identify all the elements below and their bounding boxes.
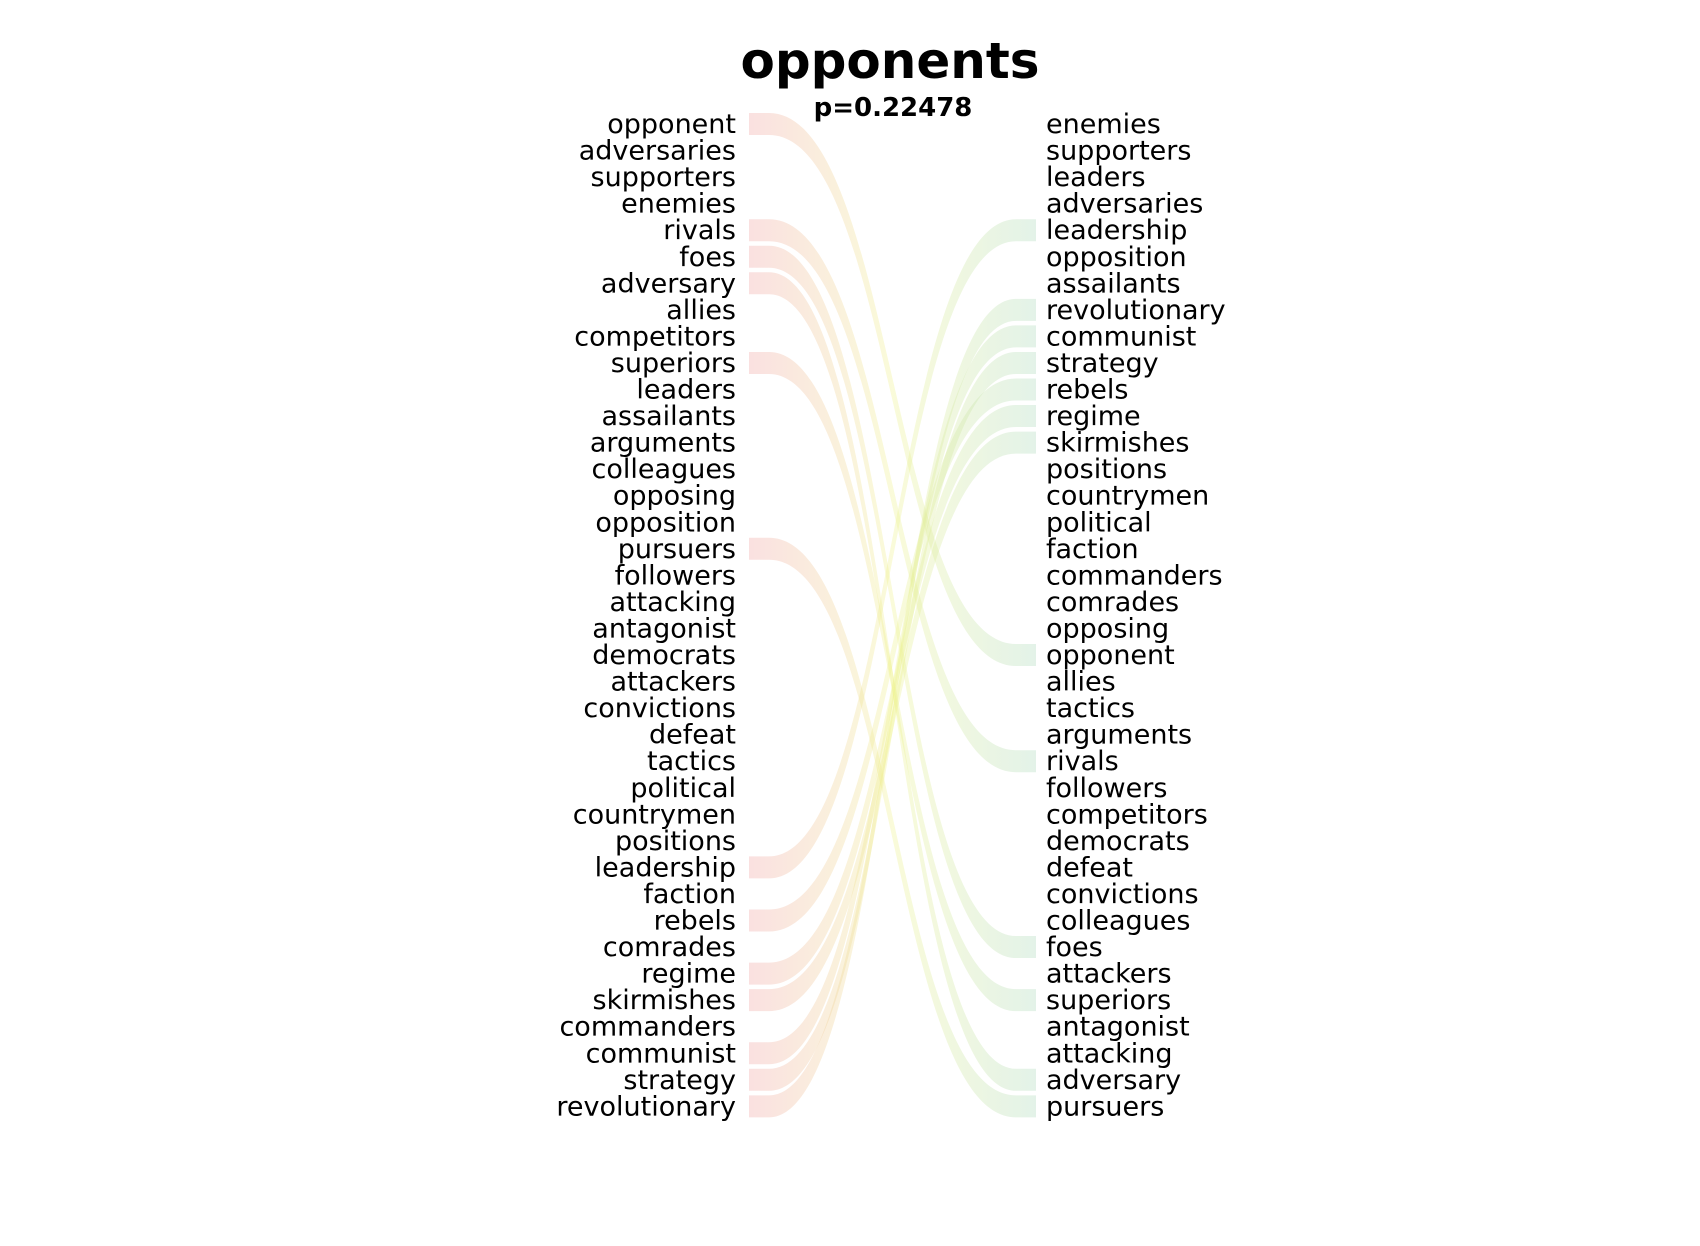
right-word: revolutionary: [1046, 295, 1226, 326]
left-word: convictions: [583, 693, 736, 724]
left-word: competitors: [574, 321, 736, 352]
right-word: attacking: [1046, 1038, 1173, 1069]
right-word: commanders: [1046, 560, 1223, 591]
right-word: opponent: [1046, 640, 1175, 671]
left-word: rebels: [654, 906, 736, 937]
left-word: leaders: [636, 375, 736, 406]
right-word: rebels: [1046, 375, 1128, 406]
rank-link-pursuers: [749, 537, 1036, 1118]
right-word: skirmishes: [1046, 428, 1190, 459]
right-word: adversary: [1046, 1065, 1181, 1096]
left-word: assailants: [601, 401, 736, 432]
right-word: supporters: [1046, 136, 1191, 167]
right-word: pursuers: [1046, 1091, 1164, 1122]
left-word: comrades: [603, 932, 736, 963]
rank-link-superiors: [749, 351, 1036, 1012]
right-word: competitors: [1046, 799, 1208, 830]
left-word: pursuers: [618, 534, 736, 565]
left-word-list: opponentadversariessupportersenemiesriva…: [556, 109, 736, 1122]
left-word: positions: [615, 826, 736, 857]
left-word: antagonist: [592, 613, 736, 644]
rank-link-rivals: [749, 219, 1036, 773]
right-word: tactics: [1046, 693, 1135, 724]
left-word: attackers: [610, 667, 736, 698]
left-word: commanders: [559, 1012, 736, 1043]
right-word: opposing: [1046, 613, 1169, 644]
diagram-title: opponents: [740, 32, 1039, 90]
rank-link-strategy: [749, 351, 1036, 1091]
left-word: revolutionary: [556, 1091, 736, 1122]
left-word: opposing: [613, 481, 736, 512]
left-word: arguments: [590, 428, 736, 459]
left-word: followers: [615, 560, 736, 591]
left-word: attacking: [610, 587, 737, 618]
left-word: regime: [641, 959, 736, 990]
left-word: adversary: [601, 268, 736, 299]
right-word: leadership: [1046, 215, 1187, 246]
right-word: political: [1046, 507, 1152, 538]
right-word: defeat: [1046, 852, 1133, 883]
left-word: democrats: [592, 640, 736, 671]
rank-link-leadership: [749, 219, 1036, 879]
right-word: allies: [1046, 667, 1116, 698]
right-word: countrymen: [1046, 481, 1209, 512]
rank-link-rebels: [749, 378, 1036, 932]
rank-link-foes: [749, 245, 1036, 959]
left-word: opposition: [595, 507, 736, 538]
left-word: superiors: [611, 348, 736, 379]
left-word: tactics: [647, 746, 736, 777]
right-word: superiors: [1046, 985, 1171, 1016]
rank-links: [749, 113, 1036, 1118]
right-word: rivals: [1046, 746, 1119, 777]
left-word: colleagues: [592, 454, 736, 485]
left-word: allies: [666, 295, 736, 326]
left-word: enemies: [621, 189, 736, 220]
p-value-subtitle: p=0.22478: [814, 93, 973, 123]
left-word: political: [630, 773, 736, 804]
right-word: comrades: [1046, 587, 1179, 618]
left-word: leadership: [595, 852, 736, 883]
left-word: supporters: [591, 162, 736, 193]
right-word: assailants: [1046, 268, 1181, 299]
left-word: countrymen: [573, 799, 736, 830]
right-word: antagonist: [1046, 1012, 1190, 1043]
left-word: faction: [643, 879, 736, 910]
left-word: opponent: [607, 109, 736, 140]
right-word: followers: [1046, 773, 1167, 804]
right-word: democrats: [1046, 826, 1190, 857]
left-word: skirmishes: [593, 985, 737, 1016]
left-word: foes: [679, 242, 736, 273]
right-word-list: enemiessupportersleadersadversariesleade…: [1046, 109, 1226, 1122]
left-word: defeat: [649, 720, 736, 751]
left-word: strategy: [623, 1065, 736, 1096]
right-word: communist: [1046, 321, 1196, 352]
right-word: faction: [1046, 534, 1139, 565]
left-word: rivals: [663, 215, 736, 246]
right-word: opposition: [1046, 242, 1187, 273]
rank-link-opponent: [749, 113, 1036, 666]
rank-link-communist: [749, 325, 1036, 1065]
right-word: attackers: [1046, 959, 1172, 990]
right-word: arguments: [1046, 720, 1192, 751]
left-word: communist: [586, 1038, 736, 1069]
right-word: positions: [1046, 454, 1167, 485]
right-word: convictions: [1046, 879, 1199, 910]
right-word: foes: [1046, 932, 1103, 963]
right-word: enemies: [1046, 109, 1161, 140]
rank-link-revolutionary: [749, 298, 1036, 1118]
right-word: regime: [1046, 401, 1141, 432]
right-word: adversaries: [1046, 189, 1203, 220]
right-word: colleagues: [1046, 906, 1190, 937]
left-word: adversaries: [579, 136, 736, 167]
right-word: strategy: [1046, 348, 1159, 379]
right-word: leaders: [1046, 162, 1146, 193]
